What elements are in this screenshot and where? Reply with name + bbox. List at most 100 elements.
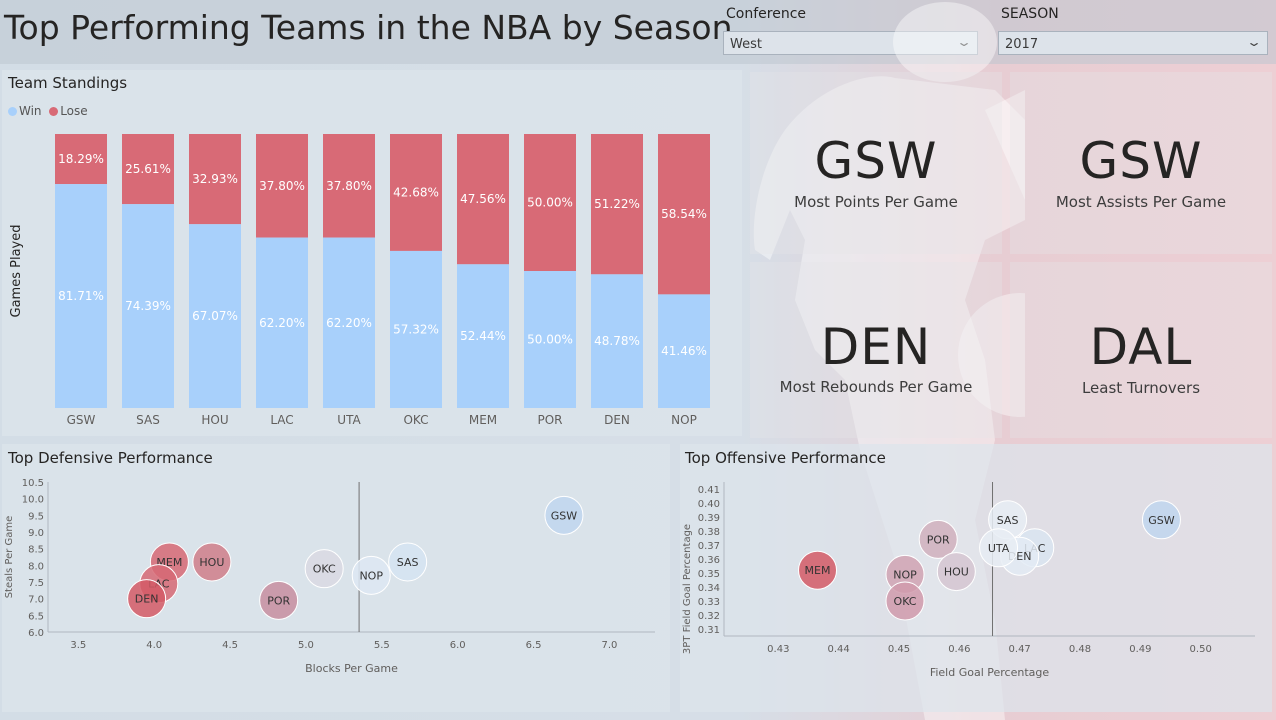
y-tick-label: 9.5 <box>28 511 44 522</box>
y-tick-label: 0.41 <box>698 485 720 496</box>
bar-win[interactable] <box>323 237 375 408</box>
y-tick-label: 7.0 <box>28 595 44 606</box>
kpi-card-turnovers: DAL Least Turnovers <box>1010 262 1272 438</box>
y-tick-label: 10.5 <box>22 478 44 489</box>
bar-win[interactable] <box>591 274 643 408</box>
lose-data-label: 32.93% <box>192 172 238 186</box>
x-tick-label: 4.0 <box>146 640 162 651</box>
x-tick-label: 6.0 <box>450 640 466 651</box>
offensive-panel <box>680 444 1272 712</box>
bar-win[interactable] <box>256 237 308 408</box>
scatter-point[interactable] <box>351 555 391 595</box>
y-axis-label: Games Played <box>9 225 24 318</box>
bar-lose[interactable] <box>189 134 241 225</box>
kpi-turnovers-caption: Least Turnovers <box>1081 379 1201 397</box>
lose-data-label: 58.54% <box>661 207 707 221</box>
y-tick-label: 0.40 <box>698 499 720 510</box>
y-tick-label: 10.0 <box>22 495 44 506</box>
bar-win[interactable] <box>122 204 174 408</box>
y-tick-label: 6.5 <box>28 611 44 622</box>
point-label: GSW <box>551 509 578 522</box>
kpi-points-team: GSW <box>814 132 938 190</box>
lose-data-label: 47.56% <box>460 192 506 206</box>
bar-win[interactable] <box>55 184 107 408</box>
chevron-down-icon: ⌄ <box>1245 35 1263 49</box>
win-data-label: 48.78% <box>594 334 640 348</box>
scatter-point[interactable] <box>979 528 1019 568</box>
y-tick-label: 8.0 <box>28 561 44 572</box>
lose-data-label: 37.80% <box>326 179 372 193</box>
season-filter-label: SEASON <box>1001 6 1059 22</box>
x-tick-label: NOP <box>671 413 697 427</box>
conference-value: West <box>730 37 762 52</box>
y-tick-label: 0.37 <box>698 541 720 552</box>
kpi-card-points: GSW Most Points Per Game <box>750 72 1002 254</box>
conference-dropdown[interactable]: West ⌄ <box>723 31 978 55</box>
bar-lose[interactable] <box>122 134 174 205</box>
x-tick-label: 5.0 <box>298 640 314 651</box>
lose-data-label: 51.22% <box>594 197 640 211</box>
y-tick-label: 7.5 <box>28 578 44 589</box>
bar-lose[interactable] <box>658 134 710 295</box>
point-label: UTA <box>988 542 1010 555</box>
bar-lose[interactable] <box>55 134 107 185</box>
kpi-card-rebounds: DEN Most Rebounds Per Game <box>750 262 1002 438</box>
bar-win[interactable] <box>189 224 241 408</box>
scatter-point[interactable] <box>127 579 167 619</box>
scatter-point[interactable] <box>1141 500 1181 540</box>
legend-lose: Lose <box>60 104 88 118</box>
x-tick-label: HOU <box>201 413 228 427</box>
y-tick-label: 0.32 <box>698 611 720 622</box>
x-tick-label: 0.46 <box>948 644 970 655</box>
lose-data-label: 37.80% <box>259 179 305 193</box>
bar-win[interactable] <box>658 294 710 408</box>
point-label: SAS <box>997 514 1019 527</box>
lose-data-label: 50.00% <box>527 196 573 210</box>
scatter-point[interactable] <box>885 581 925 621</box>
legend-win: Win <box>19 104 42 118</box>
bar-lose[interactable] <box>457 134 509 265</box>
kpi-rebounds-caption: Most Rebounds Per Game <box>779 378 973 396</box>
bar-win[interactable] <box>524 271 576 408</box>
point-label: OKC <box>894 595 917 608</box>
win-data-label: 50.00% <box>527 333 573 347</box>
x-tick-label: 7.0 <box>602 640 618 651</box>
scatter-point[interactable] <box>544 495 584 535</box>
scatter-point[interactable] <box>259 580 299 620</box>
x-tick-label: 0.44 <box>828 644 850 655</box>
kpi-points-caption: Most Points Per Game <box>794 193 958 211</box>
bar-lose[interactable] <box>323 134 375 238</box>
kpi-rebounds-team: DEN <box>820 318 932 376</box>
x-tick-label: 0.48 <box>1069 644 1091 655</box>
scatter-point[interactable] <box>936 552 976 592</box>
lose-data-label: 42.68% <box>393 185 439 199</box>
y-tick-label: 0.31 <box>698 625 720 636</box>
win-legend-dot <box>8 107 17 116</box>
page-title: Top Performing Teams in the NBA by Seaso… <box>4 8 733 47</box>
win-data-label: 62.20% <box>259 316 305 330</box>
bar-lose[interactable] <box>591 134 643 275</box>
scatter-point[interactable] <box>798 550 838 590</box>
point-label: SAS <box>397 556 419 569</box>
season-value: 2017 <box>1005 37 1039 52</box>
season-dropdown[interactable]: 2017 ⌄ <box>998 31 1268 55</box>
kpi-turnovers-team: DAL <box>1089 318 1193 376</box>
bar-lose[interactable] <box>390 134 442 251</box>
defensive-title: Top Defensive Performance <box>8 449 213 467</box>
y-tick-label: 0.35 <box>698 569 720 580</box>
point-label: NOP <box>359 569 383 582</box>
win-data-label: 81.71% <box>58 289 104 303</box>
scatter-point[interactable] <box>304 549 344 589</box>
x-tick-label: GSW <box>67 413 96 427</box>
y-axis-label: Steals Per Game <box>4 516 15 599</box>
x-tick-label: 0.49 <box>1129 644 1151 655</box>
bar-lose[interactable] <box>256 134 308 238</box>
bar-win[interactable] <box>390 250 442 408</box>
scatter-point[interactable] <box>192 542 232 582</box>
bar-lose[interactable] <box>524 134 576 271</box>
scatter-point[interactable] <box>388 542 428 582</box>
x-tick-label: SAS <box>136 413 160 427</box>
lose-data-label: 25.61% <box>125 162 171 176</box>
scatter-point[interactable] <box>918 519 958 559</box>
bar-win[interactable] <box>457 264 509 408</box>
